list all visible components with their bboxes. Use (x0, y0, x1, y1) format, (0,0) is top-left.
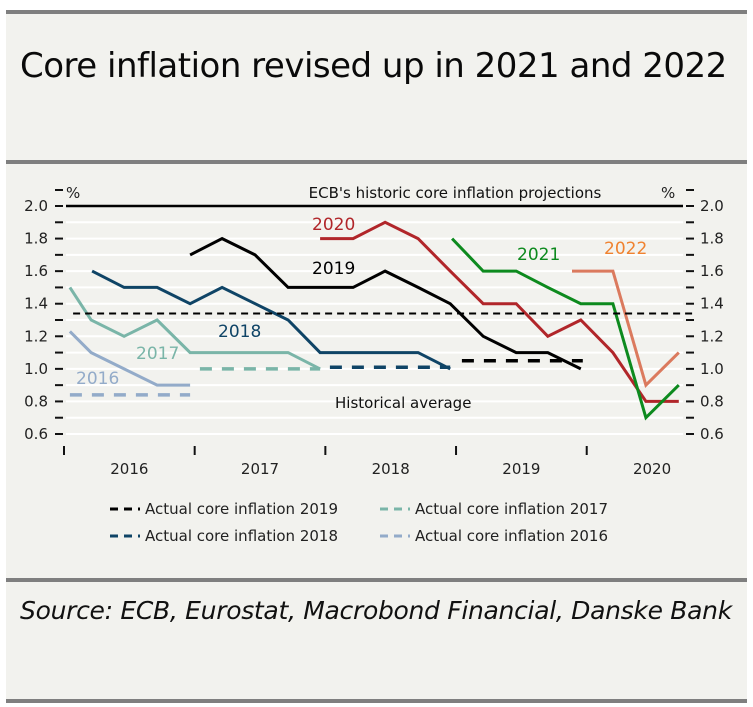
chart-panel (6, 10, 747, 700)
series-label-2018: 2018 (218, 322, 261, 342)
series-labels: 2016 2017 2018 2019 2020 2021 2022 Histo… (76, 215, 647, 412)
x-tick-label: 2019 (502, 460, 540, 478)
legend: Actual core inflation 2019 Actual core in… (110, 500, 608, 545)
bottom-rule (6, 699, 747, 703)
legend-item-label: Actual core inflation 2018 (145, 527, 338, 545)
y-tick-label-left: 0.8 (24, 392, 48, 410)
x-tick-label: 2016 (110, 460, 148, 478)
y-tick-label-left: 1.4 (24, 295, 48, 313)
series-label-2017: 2017 (136, 344, 179, 364)
series-line-2017 (68, 286, 321, 371)
y-tick-label-right: 1.2 (700, 327, 724, 345)
x-axis: 2016 2017 2018 2019 2020 (63, 446, 671, 478)
series-line-2018 (91, 269, 451, 371)
y-tick-label-right: 2.0 (700, 197, 724, 215)
y-tick-label-right: 1.0 (700, 360, 724, 378)
series-line-2021 (451, 237, 680, 421)
series-label-2019: 2019 (312, 259, 355, 279)
historical-average-label: Historical average (335, 394, 471, 412)
series-label-2022: 2022 (604, 239, 647, 259)
y-tick-label-left: 0.6 (24, 425, 48, 443)
y-tick-label-left: 1.8 (24, 230, 48, 248)
title-rule (6, 160, 747, 164)
right-unit-label: % (661, 184, 675, 202)
legend-item-label: Actual core inflation 2019 (145, 500, 338, 518)
y-tick-label-left: 1.2 (24, 327, 48, 345)
chart-title: Core inflation revised up in 2021 and 20… (20, 46, 727, 86)
series-group (68, 220, 695, 421)
y-tick-label-left: 2.0 (24, 197, 48, 215)
y-tick-label-left: 1.0 (24, 360, 48, 378)
series-label-2020: 2020 (312, 215, 355, 235)
source-rule (6, 578, 747, 582)
x-tick-label: 2020 (633, 460, 671, 478)
series-line-2019 (189, 236, 582, 371)
chart-subtitle: ECB's historic core inflation projection… (309, 184, 602, 202)
y-tick-label-right: 0.6 (700, 425, 724, 443)
x-tick-label: 2018 (372, 460, 410, 478)
axes: 2.0 2.0 1.8 1.8 1.6 1.6 1.4 1.4 1.2 1.2 1.0 1.0 0.8 0… (24, 189, 724, 443)
y-tick-label-right: 1.4 (700, 295, 724, 313)
series-label-2021: 2021 (517, 245, 560, 265)
source-note: Source: ECB, Eurostat, Macrobond Financi… (20, 596, 732, 625)
y-tick-label-left: 1.6 (24, 262, 48, 280)
series-line-2020 (320, 220, 679, 403)
top-rule (6, 10, 747, 14)
y-tick-label-right: 1.8 (700, 230, 724, 248)
series-label-2016: 2016 (76, 369, 119, 389)
y-tick-label-right: 0.8 (700, 392, 724, 410)
x-tick-label: 2017 (241, 460, 279, 478)
legend-item-label: Actual core inflation 2017 (415, 500, 608, 518)
series-line-2022 (572, 269, 680, 388)
series-line-2016 (68, 330, 191, 387)
legend-item-label: Actual core inflation 2016 (415, 527, 608, 545)
left-unit-label: % (66, 184, 80, 202)
y-tick-label-right: 1.6 (700, 262, 724, 280)
